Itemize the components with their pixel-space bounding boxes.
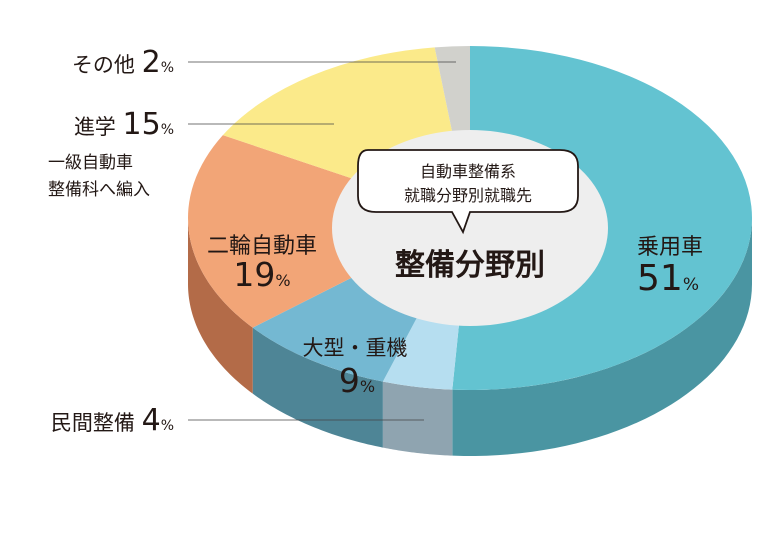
svg-text:19%: 19% bbox=[233, 255, 290, 294]
pie-side-minkan bbox=[382, 381, 453, 456]
slice-value: 19 bbox=[233, 255, 275, 294]
slice-value: 9 bbox=[339, 361, 360, 400]
slice-unit: % bbox=[161, 418, 174, 434]
slice-unit: % bbox=[161, 60, 174, 76]
slice-name: その他 bbox=[72, 53, 135, 77]
slice-value: 4 bbox=[142, 403, 161, 438]
center-title: 整備分野別 bbox=[395, 248, 545, 283]
slice-name: 大型・重機 bbox=[303, 336, 408, 360]
leader-lines bbox=[188, 61, 456, 421]
slice-unit: % bbox=[275, 271, 290, 290]
slice-unit: % bbox=[161, 122, 174, 138]
center-badge: 自動車整備系 就職分野別就職先 整備分野別 bbox=[332, 130, 608, 326]
svg-text:民間整備 4%: 民間整備 4% bbox=[51, 403, 174, 438]
slice-label-nirin: 二輪自動車 19% bbox=[207, 234, 317, 294]
svg-text:9%: 9% bbox=[339, 361, 375, 400]
svg-text:進学 15%: 進学 15% bbox=[74, 107, 174, 142]
pie-side-nirin bbox=[188, 218, 253, 394]
slice-unit: % bbox=[360, 377, 375, 396]
slice-note-line-2: 整備科へ編入 bbox=[48, 180, 150, 200]
center-subtitle-line-2: 就職分野別就職先 bbox=[404, 186, 532, 205]
outside-label-shingaku: 進学 15% 一級自動車 整備科へ編入 bbox=[48, 107, 174, 200]
pie-side-walls bbox=[188, 218, 752, 456]
outside-label-other: その他 2% bbox=[72, 45, 174, 80]
slice-value: 2 bbox=[142, 45, 161, 80]
svg-text:51%: 51% bbox=[637, 258, 699, 299]
slice-name: 進学 bbox=[74, 115, 116, 139]
slice-name: 二輪自動車 bbox=[207, 234, 317, 259]
slice-label-oogata: 大型・重機 9% bbox=[303, 336, 408, 400]
slice-value: 15 bbox=[123, 107, 161, 142]
svg-text:その他 2%: その他 2% bbox=[72, 45, 174, 80]
center-subtitle-line-1: 自動車整備系 bbox=[420, 162, 516, 181]
slice-label-jouyousha: 乗用車 51% bbox=[637, 235, 703, 299]
speech-bubble bbox=[357, 149, 579, 235]
slice-name: 民間整備 bbox=[51, 411, 135, 435]
pie-side-jouyousha bbox=[452, 218, 752, 456]
slice-note-line-1: 一級自動車 bbox=[48, 153, 133, 173]
pie-slice-nirin bbox=[188, 135, 470, 328]
slice-unit: % bbox=[683, 275, 699, 295]
slice-name: 乗用車 bbox=[637, 235, 703, 260]
slice-value: 51 bbox=[637, 258, 683, 299]
outside-label-minkan: 民間整備 4% bbox=[51, 403, 174, 438]
pie-side-oogata bbox=[252, 327, 383, 448]
